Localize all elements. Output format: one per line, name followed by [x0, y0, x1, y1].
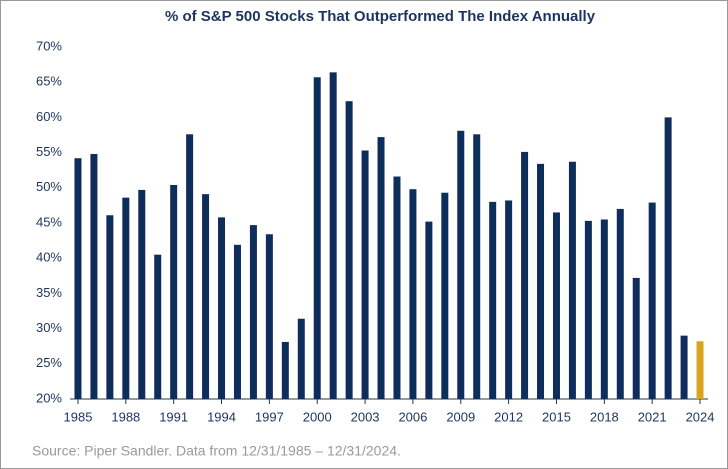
x-tick-label: 1997: [255, 409, 284, 424]
bar: [138, 189, 146, 399]
bar: [425, 221, 433, 399]
bar: [568, 161, 576, 399]
bar: [90, 154, 98, 399]
y-tick-label: 25%: [36, 355, 62, 370]
y-tick-label: 40%: [36, 250, 62, 265]
bar: [409, 189, 417, 399]
x-tick-label: 2012: [494, 409, 523, 424]
bar: [537, 163, 545, 399]
x-tick-label: 2000: [303, 409, 332, 424]
y-tick-label: 55%: [36, 144, 62, 159]
bar: [265, 234, 273, 399]
x-tick-label: 1991: [159, 409, 188, 424]
x-tick-label: 1988: [111, 409, 140, 424]
bar: [600, 219, 608, 399]
bar: [441, 192, 449, 399]
x-tick-label: 2018: [590, 409, 619, 424]
bar: [106, 215, 114, 399]
bar: [584, 220, 592, 399]
bar: [505, 200, 513, 399]
bar: [632, 277, 640, 399]
y-tick-label: 35%: [36, 285, 62, 300]
bar: [377, 137, 385, 399]
bar: [218, 217, 226, 399]
x-tick-label: 2021: [638, 409, 667, 424]
y-tick-label: 65%: [36, 74, 62, 89]
bar: [154, 254, 162, 399]
bar: [616, 208, 624, 399]
y-tick-label: 60%: [36, 109, 62, 124]
bar: [329, 72, 337, 400]
bar: [473, 134, 481, 399]
bar: [552, 212, 560, 399]
bar: [393, 176, 401, 399]
x-tick-label: 2024: [686, 409, 715, 424]
bar: [664, 117, 672, 400]
y-tick-label: 70%: [36, 38, 62, 53]
x-tick-label: 2015: [542, 409, 571, 424]
x-tick-label: 1994: [207, 409, 236, 424]
bar: [233, 244, 241, 399]
bar: [122, 197, 130, 399]
bar: [249, 225, 257, 399]
bar: [170, 184, 178, 399]
x-tick-label: 2009: [446, 409, 475, 424]
source-note: Source: Piper Sandler. Data from 12/31/1…: [32, 443, 401, 459]
bar: [680, 335, 688, 399]
bar: [202, 194, 210, 399]
bar: [74, 158, 82, 399]
bar: [696, 341, 704, 399]
bar: [457, 130, 465, 399]
x-tick-label: 1985: [64, 409, 93, 424]
bar: [313, 77, 321, 399]
bar: [521, 151, 529, 399]
y-tick-label: 50%: [36, 179, 62, 194]
bar: [186, 134, 194, 399]
y-tick-label: 45%: [36, 214, 62, 229]
bar: [281, 341, 289, 399]
bar: [489, 201, 497, 399]
chart-title: % of S&P 500 Stocks That Outperformed Th…: [165, 8, 596, 25]
bar: [297, 318, 305, 399]
x-tick-label: 2006: [398, 409, 427, 424]
x-tick-label: 2003: [351, 409, 380, 424]
bar: [648, 202, 656, 399]
y-tick-label: 30%: [36, 320, 62, 335]
y-tick-label: 20%: [36, 390, 62, 405]
bar: [361, 150, 369, 399]
bar: [345, 101, 353, 399]
